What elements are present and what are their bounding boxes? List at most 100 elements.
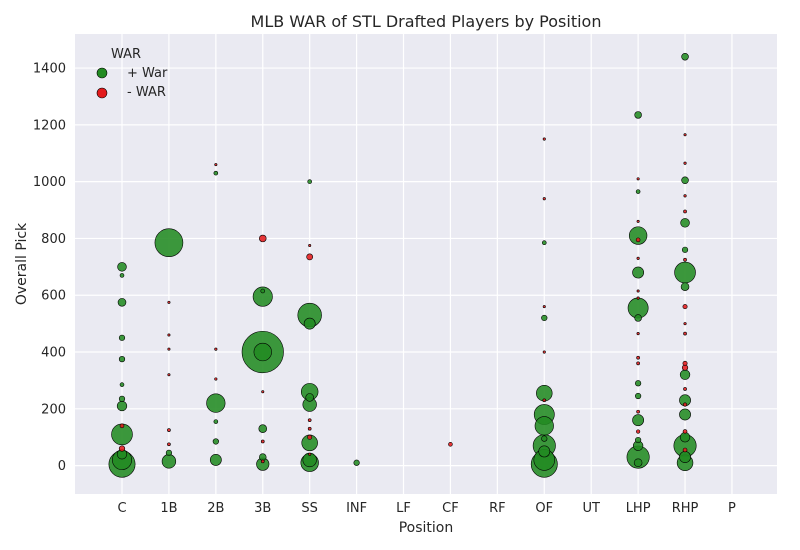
data-point-negative [542,398,547,403]
data-point-positive [538,445,551,458]
data-point-positive [635,392,642,400]
data-point-positive [165,449,173,456]
data-point-negative [682,429,688,434]
data-point-negative [306,253,314,261]
data-point-positive [212,438,219,445]
data-point-positive [260,288,266,294]
x-tick-label: INF [346,501,367,516]
data-point-negative [260,459,265,464]
x-axis-title: Position [399,520,454,536]
x-tick-label: 1B [160,501,177,516]
data-point-positive [117,298,127,307]
data-point-negative [167,442,171,447]
data-point-negative [260,439,265,444]
data-point-negative [636,296,640,300]
data-point-negative [636,361,640,366]
data-point-positive [119,273,125,278]
x-tick-label: CF [442,501,459,516]
data-point-negative [636,289,640,293]
data-point-negative [167,300,171,304]
data-point-negative [542,137,546,141]
data-point-positive [307,179,312,184]
data-point-positive [679,432,691,443]
data-point-negative [683,322,687,326]
data-point-negative [167,347,171,351]
data-point-positive [118,356,126,363]
data-point-positive [633,458,643,468]
data-point-positive [679,451,691,463]
data-point-positive [534,416,554,436]
data-point-positive [206,393,226,413]
data-point-positive [154,228,184,258]
y-axis-title: Overall Pick [14,222,30,305]
y-tick-label: 1200 [33,118,66,133]
data-point-negative [307,418,312,423]
data-point-positive [634,111,642,119]
data-point-negative [542,350,546,354]
x-tick-label: OF [535,501,553,516]
data-point-negative [683,209,687,214]
data-point-negative [683,331,687,336]
data-point-positive [116,400,128,412]
data-point-negative [167,333,171,337]
data-point-negative [636,177,640,181]
data-point-negative [308,244,312,248]
data-point-positive [681,246,689,253]
data-point-positive [679,369,691,380]
legend-title: WAR [111,47,141,62]
data-point-positive [632,414,645,427]
y-tick-label: 1000 [33,175,66,190]
data-point-positive [259,453,267,461]
data-point-negative [682,402,688,407]
x-tick-label: UT [582,501,600,516]
data-point-positive [542,240,547,245]
x-tick-label: RHP [672,501,699,516]
data-point-negative [167,428,171,432]
x-tick-label: LF [396,501,411,516]
data-point-negative [119,423,125,429]
data-point-negative [636,332,640,336]
data-point-negative [542,197,546,201]
data-point-positive [541,435,548,442]
data-point-negative [682,447,688,453]
data-point-positive [541,314,548,322]
x-tick-label: 3B [254,501,271,516]
data-point-positive [681,52,689,61]
data-point-negative [683,257,687,262]
legend-label-negative: - WAR [127,85,166,100]
data-point-positive [635,189,641,194]
data-point-positive [258,424,268,433]
data-point-negative [307,426,312,431]
x-tick-label: RF [489,501,506,516]
data-point-positive [681,176,689,184]
legend-label-positive: + War [127,66,168,81]
x-tick-label: LHP [626,501,651,516]
x-tick-label: SS [301,501,318,516]
data-point-negative [682,304,688,310]
data-point-positive [161,454,177,469]
data-points [108,52,697,478]
data-point-positive [632,266,645,279]
data-point-negative [214,377,218,381]
y-tick-label: 1400 [33,62,66,77]
data-point-negative [683,194,687,198]
data-point-positive [680,282,690,291]
chart-title: MLB WAR of STL Drafted Players by Positi… [251,12,602,31]
x-tick-labels: C 1B 2B 3B SS INF LF CF RF OF UT LHP RHP P [117,501,736,516]
x-tick-label: 2B [207,501,224,516]
y-tick-label: 400 [41,346,66,361]
data-point-negative [683,387,687,391]
data-point-negative [636,429,641,434]
data-point-negative [636,355,640,360]
data-point-positive [303,317,316,330]
data-point-negative [542,305,546,309]
y-tick-labels: 0 200 400 600 800 1000 1200 1400 [33,62,66,475]
grid-lines [75,34,777,494]
data-point-negative [261,390,265,394]
data-point-positive [209,454,222,466]
data-point-negative [636,219,640,223]
data-point-positive [253,342,272,362]
legend: WAR + War - WAR [96,47,168,100]
